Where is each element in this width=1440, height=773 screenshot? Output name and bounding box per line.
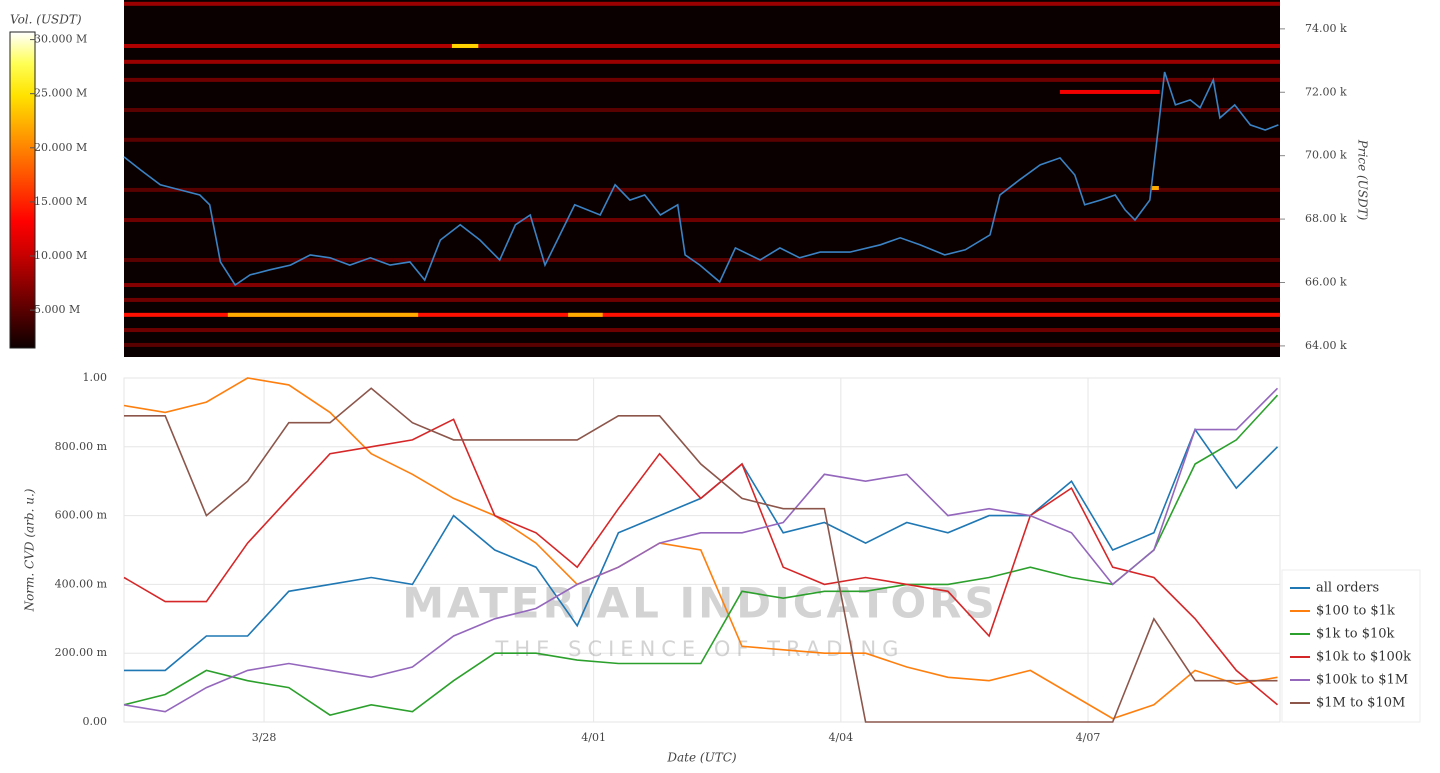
legend-label: $1k to $10k [1316, 627, 1395, 642]
colorbar-tick-label: 30.000 M [34, 33, 87, 46]
x-tick-label: 4/01 [581, 731, 606, 744]
watermark-subtitle: THE SCIENCE OF TRADING [495, 637, 905, 661]
cvd-line [123, 418, 1279, 706]
legend-label: $10k to $100k [1316, 650, 1411, 665]
colorbar-tick-label: 25.000 M [34, 87, 87, 100]
colorbar-tick-label: 20.000 M [34, 141, 87, 154]
order-level [124, 257, 1280, 262]
order-segment [1060, 89, 1160, 94]
cvd-line [123, 377, 1278, 720]
legend-box [1281, 569, 1421, 723]
order-level [124, 283, 1280, 288]
y-tick-label: 1.00 [83, 371, 108, 384]
x-tick-label: 3/28 [252, 731, 277, 744]
cvd-line [123, 387, 1279, 713]
colorbar-tick-label: 5.000 M [34, 303, 80, 316]
y-tick-label: 70.00 k [1305, 149, 1347, 162]
y-tick-label: 72.00 k [1305, 85, 1347, 98]
order-level [124, 218, 1280, 223]
y-tick-label: 74.00 k [1305, 22, 1347, 35]
heatmap-background [124, 0, 1280, 357]
legend-label: $100k to $1M [1316, 673, 1408, 688]
order-level [124, 1, 1280, 6]
y-tick-label: 800.00 m [55, 440, 108, 453]
order-segment [227, 312, 419, 317]
y-tick-label: 0.00 [83, 715, 108, 728]
y-tick-label: 66.00 k [1305, 275, 1347, 288]
order-segment [568, 312, 603, 317]
cvd-line [123, 394, 1279, 716]
y-tick-label: 600.00 m [55, 509, 108, 522]
x-tick-label: 4/07 [1076, 731, 1101, 744]
y-tick-label: 64.00 k [1305, 339, 1347, 352]
order-level [124, 312, 1280, 317]
price-axis-label: Price (USDT) [1356, 139, 1370, 221]
heatmap-cells [124, 1, 1280, 347]
order-segment [1150, 186, 1159, 191]
cvd-line [124, 387, 1278, 723]
legend-label: $100 to $1k [1316, 604, 1395, 619]
price-line [123, 71, 1279, 287]
y-tick-label: 200.00 m [55, 646, 108, 659]
x-axis-label: Date (UTC) [666, 751, 736, 765]
cvd-axis-label: Norm. CVD (arb. u.) [23, 488, 37, 612]
y-tick-label: 68.00 k [1305, 212, 1347, 225]
legend-label: $1M to $10M [1316, 696, 1405, 711]
order-segment [451, 43, 479, 48]
colorbar-tick-label: 15.000 M [34, 195, 87, 208]
colorbar-tick-label: 10.000 M [34, 249, 87, 262]
x-tick-label: 4/04 [828, 731, 853, 744]
colorbar-label: Vol. (USDT) [10, 13, 82, 27]
order-level [124, 59, 1280, 64]
order-level [124, 328, 1280, 333]
cvd-plot-area [123, 377, 1281, 723]
y-tick-label: 400.00 m [55, 577, 108, 590]
order-level [124, 137, 1280, 142]
order-level [124, 108, 1280, 113]
order-level [124, 43, 1280, 48]
order-level [124, 342, 1280, 347]
legend-label: all orders [1316, 581, 1379, 596]
order-level [124, 187, 1280, 192]
order-level [124, 77, 1280, 82]
order-level [124, 297, 1280, 302]
colorbar [9, 31, 36, 349]
